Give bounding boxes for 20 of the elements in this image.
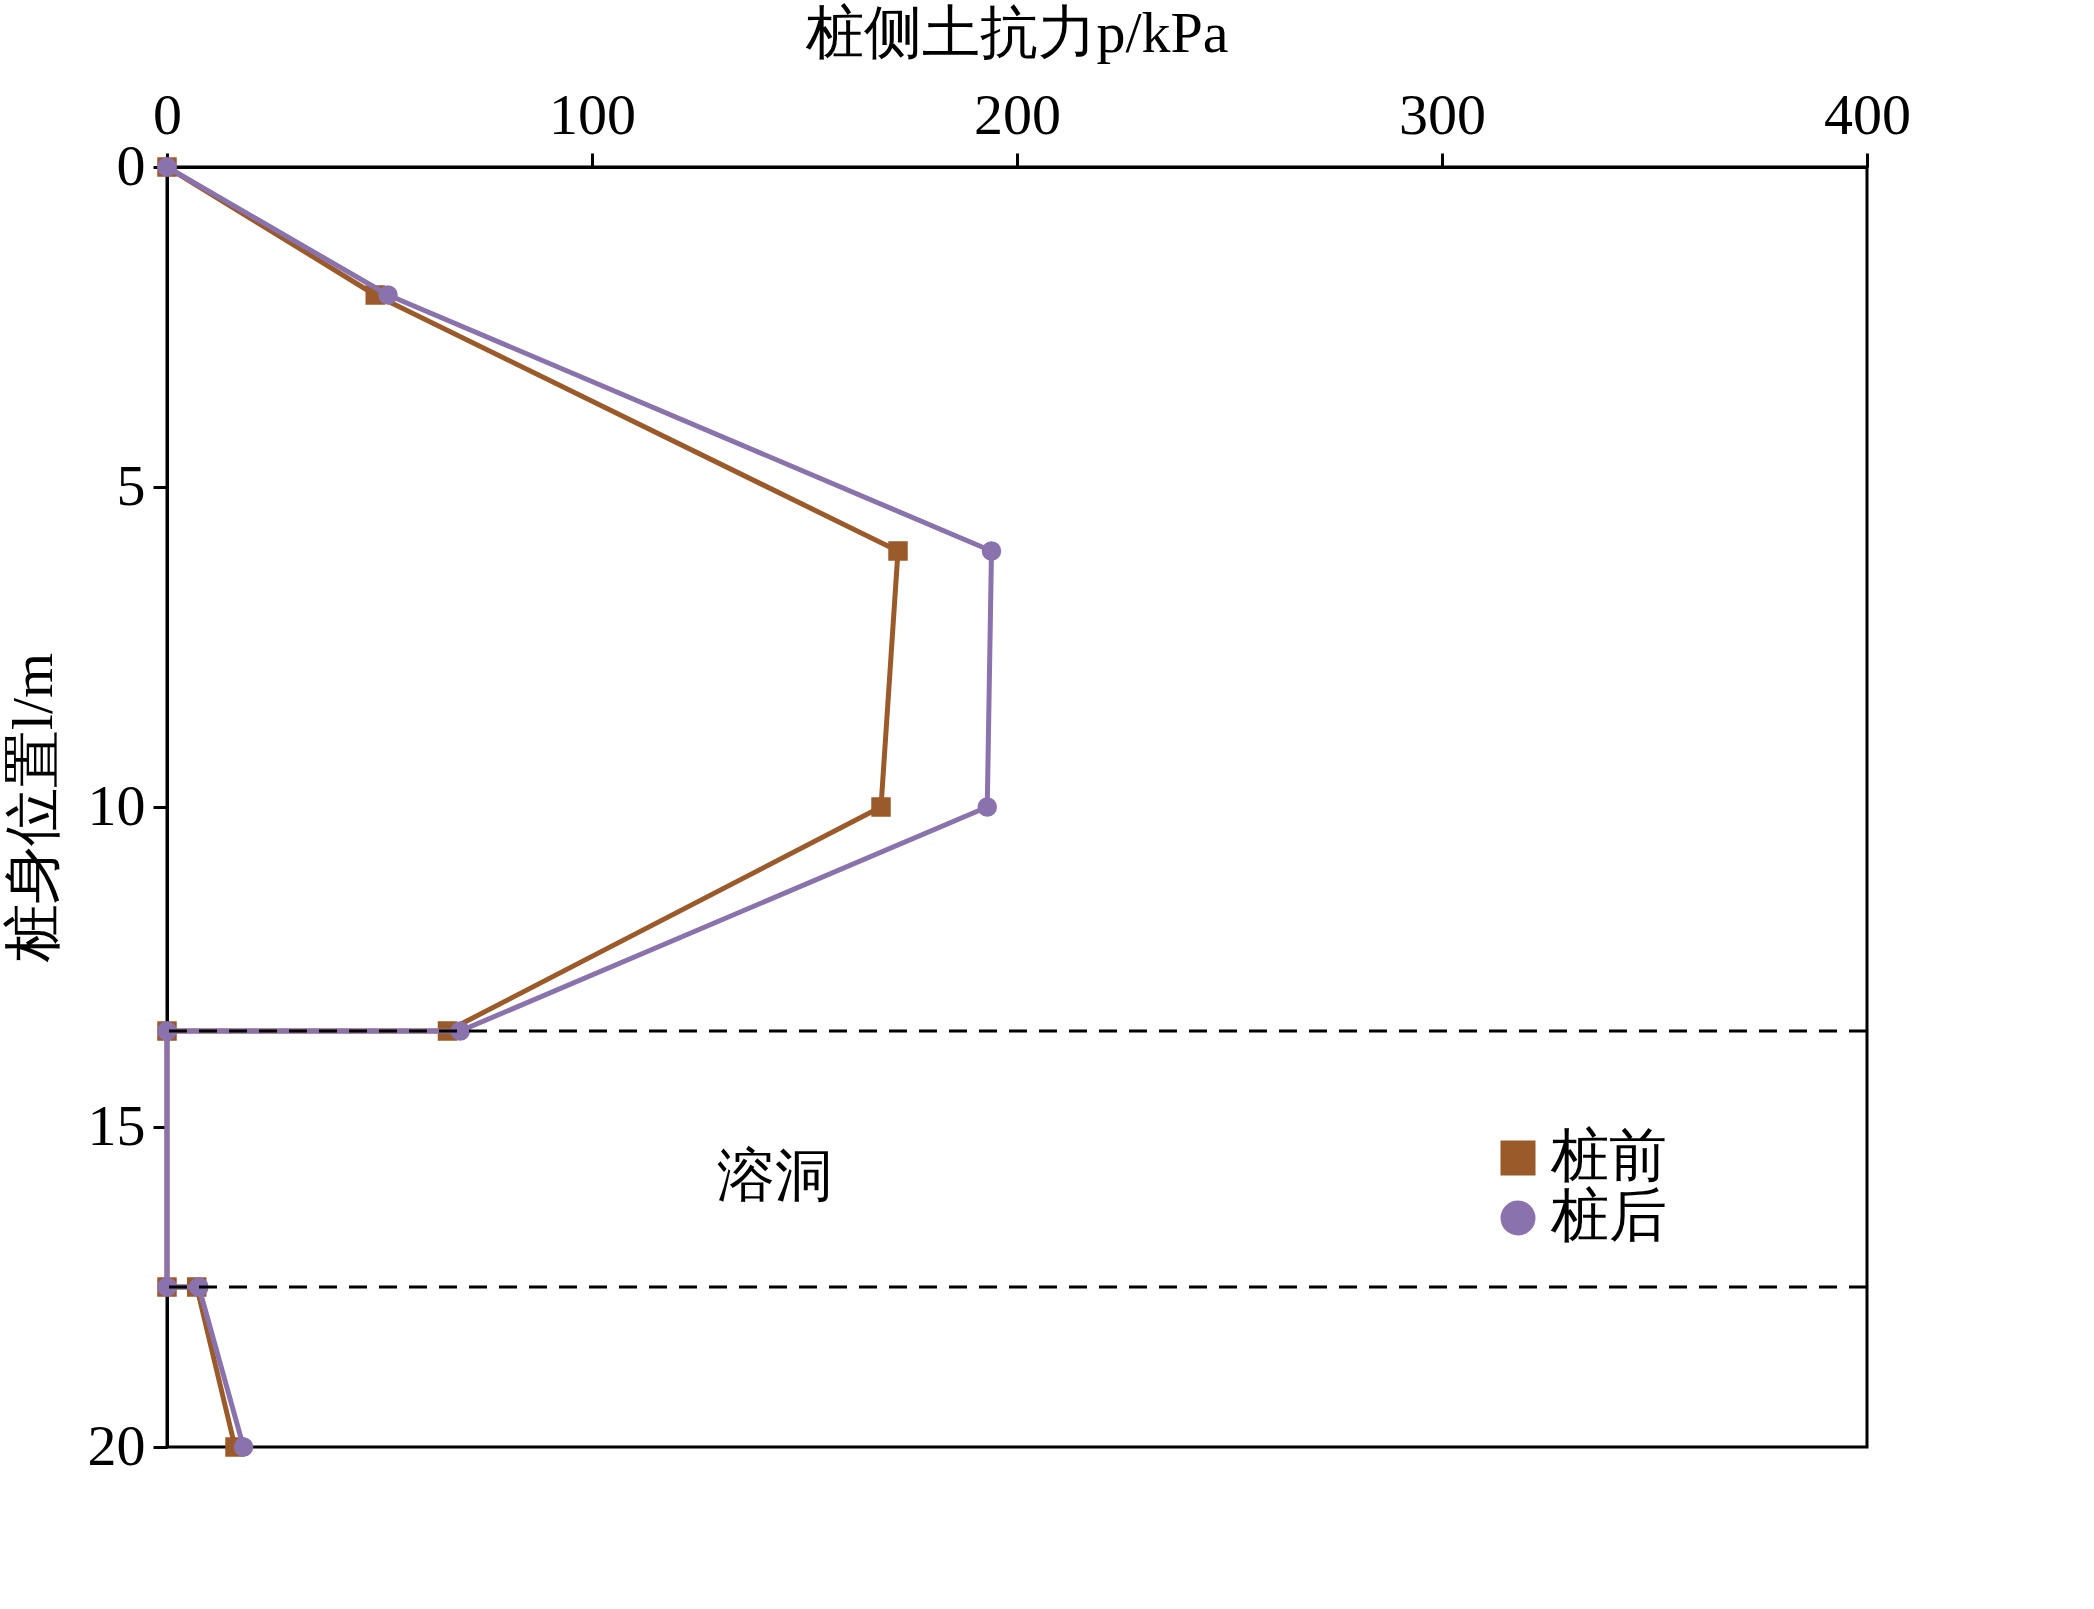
y-tick-label: 0: [116, 132, 146, 198]
y-tick-label: 15: [87, 1092, 146, 1158]
y-tick-label: 5: [116, 452, 146, 518]
x-tick-label: 300: [1399, 81, 1486, 147]
x-tick-label: 400: [1824, 81, 1911, 147]
point: [233, 1437, 254, 1457]
y-axis-title: 桩身位置l/m: [0, 652, 65, 964]
legend-label: 桩后: [1550, 1183, 1667, 1248]
point: [981, 541, 1002, 561]
point: [888, 541, 908, 561]
y-tick-label: 20: [87, 1412, 146, 1478]
annotation: 溶洞: [717, 1143, 833, 1208]
point: [871, 797, 891, 817]
y-tick-label: 10: [87, 772, 146, 838]
point: [450, 1021, 470, 1041]
point: [378, 285, 398, 305]
x-axis-title: 桩侧土抗力p/kPa: [805, 0, 1229, 65]
x-tick-label: 100: [549, 81, 636, 147]
x-tick-label: 200: [974, 81, 1061, 147]
point: [977, 797, 997, 817]
